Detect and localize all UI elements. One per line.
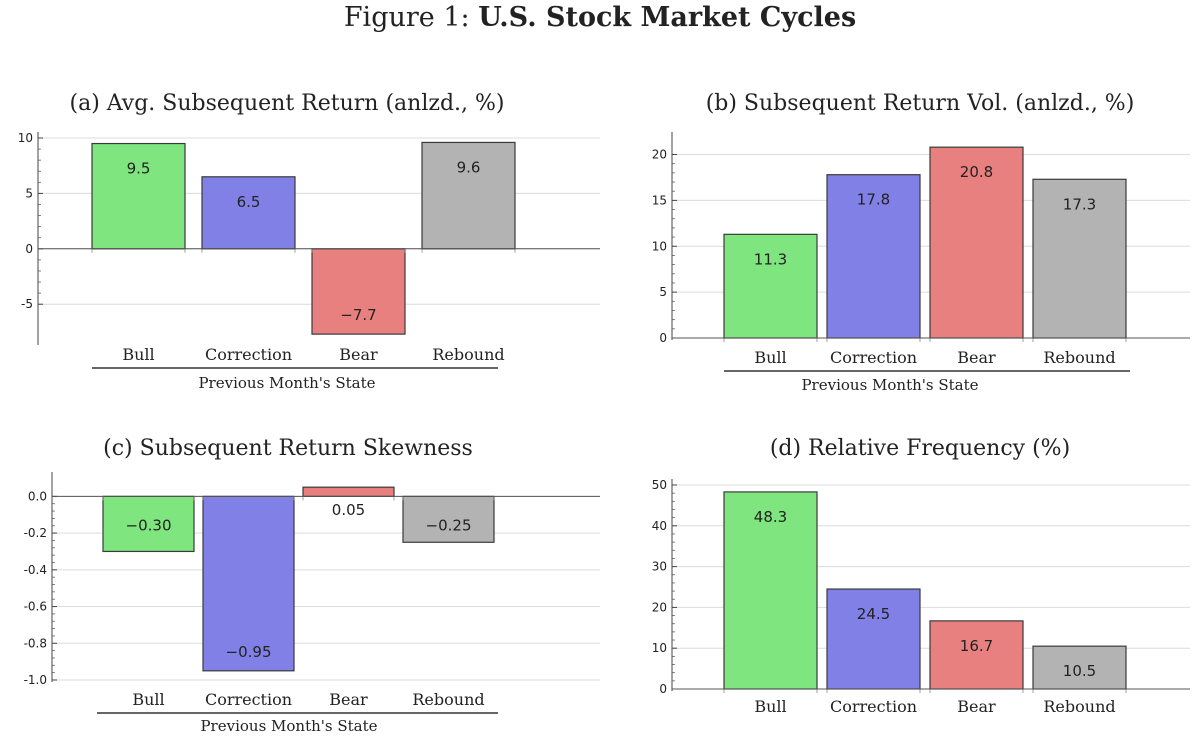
y-tick-label: 5 xyxy=(659,285,667,299)
panel-title: (a) Avg. Subsequent Return (anlzd., %) xyxy=(70,91,505,116)
panel-a-chart: (a) Avg. Subsequent Return (anlzd., %) -5… xyxy=(18,91,600,392)
x-axis-label: Previous Month's State xyxy=(200,717,377,735)
bar-correction xyxy=(202,495,295,672)
data-label: −0.95 xyxy=(226,643,272,661)
y-tick-label: 0 xyxy=(659,331,667,345)
category-label: Bear xyxy=(329,690,368,709)
y-tick-label: -5 xyxy=(21,297,33,311)
category-label: Rebound xyxy=(1043,348,1115,367)
bar-rebound xyxy=(421,141,516,250)
bar-bull xyxy=(91,142,186,250)
category-label: Correction xyxy=(205,345,292,364)
y-tick-label: 0.0 xyxy=(28,489,47,503)
data-label: 20.8 xyxy=(960,163,993,181)
y-tick-label: -0.2 xyxy=(24,526,47,540)
y-tick-label: 20 xyxy=(652,600,667,614)
category-label: Correction xyxy=(205,690,292,709)
bar-rebound xyxy=(402,495,495,543)
y-tick-label: 10 xyxy=(18,131,33,145)
data-label: −0.30 xyxy=(126,516,172,534)
data-label: 10.5 xyxy=(1063,662,1096,680)
data-label: −7.7 xyxy=(340,306,376,324)
y-tick-label: 20 xyxy=(652,148,667,162)
category-label: Bear xyxy=(339,345,378,364)
category-label: Rebound xyxy=(1043,697,1115,716)
data-label: −0.25 xyxy=(426,516,472,534)
data-label: 6.5 xyxy=(237,193,261,211)
panel-c-chart: (c) Subsequent Return Skewness -1.0 -0.8 -0… xyxy=(24,436,600,735)
category-label: Correction xyxy=(830,697,917,716)
bar-bear xyxy=(929,146,1024,339)
panel-title: (c) Subsequent Return Skewness xyxy=(103,436,473,461)
y-tick-label: 30 xyxy=(652,560,667,574)
y-tick-label: 15 xyxy=(652,193,667,207)
category-label: Rebound xyxy=(412,690,484,709)
bar-correction xyxy=(826,588,921,690)
bar-bull xyxy=(102,495,195,553)
panel-b-chart: (b) Subsequent Return Vol. (anlzd., %) 0 5… xyxy=(652,91,1190,394)
bar-rebound xyxy=(1032,645,1127,690)
data-label: 11.3 xyxy=(754,250,787,268)
bar-correction xyxy=(201,176,296,250)
data-label: 16.7 xyxy=(960,637,993,655)
category-label: Bull xyxy=(122,345,154,364)
category-label: Bull xyxy=(754,348,786,367)
y-tick-label: 0 xyxy=(25,242,33,256)
y-tick-label: -0.6 xyxy=(24,600,47,614)
category-label: Bull xyxy=(754,697,786,716)
data-label: 0.05 xyxy=(332,501,365,519)
panel-title: (d) Relative Frequency (%) xyxy=(770,436,1070,461)
y-tick-label: -1.0 xyxy=(24,673,47,687)
figure-title-main: U.S. Stock Market Cycles xyxy=(478,2,857,33)
figure-title: Figure 1: U.S. Stock Market Cycles xyxy=(0,2,1200,33)
panel-title: (b) Subsequent Return Vol. (anlzd., %) xyxy=(706,91,1135,116)
bar-bull xyxy=(723,233,818,339)
data-label: 17.3 xyxy=(1063,195,1096,213)
figure-title-prefix: Figure 1: xyxy=(343,2,479,33)
y-tick-label: 50 xyxy=(652,478,667,492)
bar-bear xyxy=(311,248,406,335)
bar-bear xyxy=(302,486,395,497)
data-label: 9.5 xyxy=(127,160,151,178)
y-tick-label: 40 xyxy=(652,519,667,533)
category-label: Bear xyxy=(957,348,996,367)
category-label: Bear xyxy=(957,697,996,716)
bar-rebound xyxy=(1032,178,1127,339)
x-axis-label: Previous Month's State xyxy=(801,376,978,394)
y-tick-label: 5 xyxy=(25,186,33,200)
data-label: 17.8 xyxy=(857,191,890,209)
y-tick-label: -0.8 xyxy=(24,636,47,650)
data-label: 9.6 xyxy=(457,158,481,176)
x-axis-label: Previous Month's State xyxy=(198,374,375,392)
bar-bear xyxy=(929,620,1024,690)
category-label: Rebound xyxy=(432,345,504,364)
category-label: Bull xyxy=(132,690,164,709)
y-tick-label: -0.4 xyxy=(24,563,47,577)
data-label: 24.5 xyxy=(857,605,890,623)
category-label: Correction xyxy=(830,348,917,367)
data-label: 48.3 xyxy=(754,508,787,526)
y-tick-label: 10 xyxy=(652,641,667,655)
y-tick-label: 10 xyxy=(652,239,667,253)
y-tick-label: 0 xyxy=(659,682,667,696)
panel-d-chart: (d) Relative Frequency (%) 0 10 20 30 40 50 48.… xyxy=(652,436,1190,716)
bar-bull xyxy=(723,491,818,690)
bar-correction xyxy=(826,174,921,339)
